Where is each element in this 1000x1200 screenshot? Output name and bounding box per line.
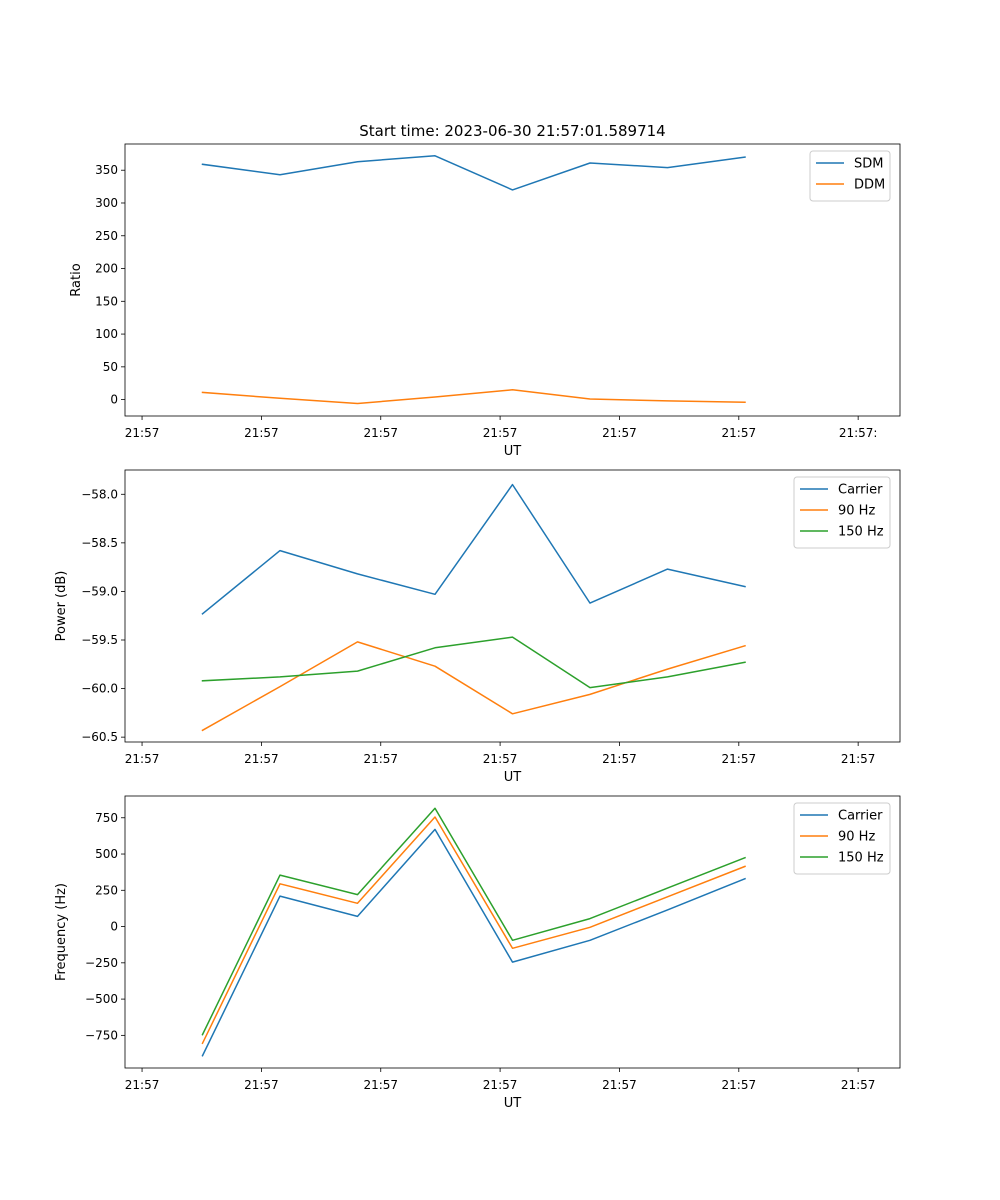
x-axis-label: UT xyxy=(504,1096,522,1111)
legend-label: 150 Hz xyxy=(838,851,884,866)
y-tick-label: −60.5 xyxy=(81,730,118,744)
y-tick-label: 150 xyxy=(95,294,118,308)
y-tick-label: 200 xyxy=(95,262,118,276)
legend-label: 150 Hz xyxy=(838,525,884,540)
legend-label: 90 Hz xyxy=(838,830,875,845)
y-tick-label: −60.0 xyxy=(81,682,118,696)
y-tick-label: 100 xyxy=(95,327,118,341)
x-tick-label: 21:57 xyxy=(841,752,876,766)
x-tick-label: 21:57 xyxy=(722,752,757,766)
y-axis-label: Power (dB) xyxy=(54,571,69,642)
y-tick-label: 250 xyxy=(95,883,118,897)
y-tick-label: 350 xyxy=(95,163,118,177)
legend: Carrier 90 Hz 150 Hz xyxy=(793,476,891,549)
x-tick-label: 21:57 xyxy=(483,426,518,440)
x-tick-label: 21:57 xyxy=(722,426,757,440)
axes-frame xyxy=(124,469,901,743)
legend-label: 90 Hz xyxy=(838,504,875,519)
legend: Carrier 90 Hz 150 Hz xyxy=(793,802,891,875)
x-tick-label: 21:57 xyxy=(125,1078,160,1092)
x-tick-label: 21:57 xyxy=(244,1078,279,1092)
series-line-sdm xyxy=(201,155,746,191)
y-tick-label: 250 xyxy=(95,229,118,243)
series-line-150-hz xyxy=(201,807,746,1036)
y-tick-label: 50 xyxy=(103,360,118,374)
figure-title: Start time: 2023-06-30 21:57:01.589714 xyxy=(359,122,665,140)
legend-label: Carrier xyxy=(838,809,883,824)
chart-panel-3: 21:57 21:57 21:57 21:57 21:57 21:57 21:57 −750 −… xyxy=(54,795,901,1111)
y-tick-label: 500 xyxy=(95,847,118,861)
series-line-carrier xyxy=(201,828,746,1057)
legend-label: DDM xyxy=(854,178,885,193)
y-tick-label: −750 xyxy=(85,1028,118,1042)
chart-panel-2: 21:57 21:57 21:57 21:57 21:57 21:57 21:57 −60.5… xyxy=(54,469,901,785)
y-tick-label: −59.5 xyxy=(81,633,118,647)
y-tick-label: −59.0 xyxy=(81,584,118,598)
axes-frame xyxy=(124,143,901,417)
series-line-carrier xyxy=(201,483,746,615)
x-tick-label: 21:57 xyxy=(244,752,279,766)
x-tick-label: 21:57 xyxy=(244,426,279,440)
x-tick-label: 21:57 xyxy=(483,752,518,766)
y-tick-label: −58.5 xyxy=(81,536,118,550)
x-axis-label: UT xyxy=(504,770,522,785)
series-line-150-hz xyxy=(201,636,746,689)
x-tick-label: 21:57: xyxy=(839,426,878,440)
x-axis-label: UT xyxy=(504,444,522,459)
x-tick-label: 21:57 xyxy=(125,752,160,766)
y-tick-label: 750 xyxy=(95,811,118,825)
x-tick-label: 21:57 xyxy=(125,426,160,440)
x-tick-label: 21:57 xyxy=(483,1078,518,1092)
x-tick-label: 21:57 xyxy=(602,1078,637,1092)
y-tick-label: −500 xyxy=(85,992,118,1006)
legend: SDM DDM xyxy=(809,150,891,202)
y-tick-label: −58.0 xyxy=(81,487,118,501)
axes-frame xyxy=(124,795,901,1069)
x-tick-label: 21:57 xyxy=(363,426,398,440)
x-tick-label: 21:57 xyxy=(602,426,637,440)
chart-panel-1: 21:57 21:57 21:57 21:57 21:57 21:57 21:57: 0 50 1… xyxy=(69,143,901,459)
x-tick-label: 21:57 xyxy=(363,752,398,766)
x-tick-label: 21:57 xyxy=(722,1078,757,1092)
y-tick-label: 300 xyxy=(95,196,118,210)
x-tick-label: 21:57 xyxy=(841,1078,876,1092)
x-tick-label: 21:57 xyxy=(363,1078,398,1092)
panels: 21:57 21:57 21:57 21:57 21:57 21:57 21:57: 0 50 1… xyxy=(54,143,901,1111)
y-axis-label: Frequency (Hz) xyxy=(54,883,69,981)
y-tick-label: −250 xyxy=(85,956,118,970)
y-tick-label: 0 xyxy=(110,393,118,407)
series-line-ddm xyxy=(201,389,746,405)
y-tick-label: 0 xyxy=(110,920,118,934)
legend-label: SDM xyxy=(854,157,883,172)
legend-label: Carrier xyxy=(838,483,883,498)
series-line-90-hz xyxy=(201,641,746,732)
x-tick-label: 21:57 xyxy=(602,752,637,766)
series-line-90-hz xyxy=(201,816,746,1045)
y-axis-label: Ratio xyxy=(69,263,84,296)
